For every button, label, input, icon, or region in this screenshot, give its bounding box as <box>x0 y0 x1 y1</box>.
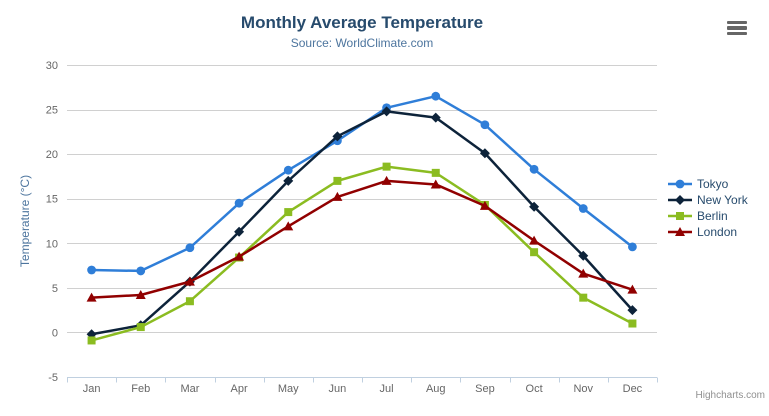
y-axis-tick-label: 10 <box>46 238 58 250</box>
legend-item-london[interactable]: London <box>668 224 748 240</box>
triangle-icon <box>675 227 685 236</box>
series-line-new-york <box>90 110 634 336</box>
data-point-berlin[interactable] <box>530 248 539 257</box>
y-axis-tick-label: 20 <box>46 149 58 161</box>
data-point-london[interactable] <box>578 268 589 278</box>
legend-item-berlin[interactable]: Berlin <box>668 208 748 224</box>
data-point-london[interactable] <box>135 289 146 299</box>
legend-label: New York <box>697 193 748 207</box>
data-point-tokyo[interactable] <box>87 265 96 275</box>
x-axis-tick-label: Apr <box>231 383 248 395</box>
data-point-tokyo[interactable] <box>578 204 588 213</box>
series-line-berlin <box>90 165 634 342</box>
data-point-tokyo[interactable] <box>185 243 195 253</box>
y-axis-tick-label: 0 <box>52 327 58 339</box>
x-axis-tick-label: May <box>278 383 299 395</box>
data-point-new-york[interactable] <box>627 305 638 316</box>
y-axis-tick-label: 15 <box>46 194 58 206</box>
y-axis-tick-label: 30 <box>46 60 58 72</box>
legend-symbol-diamond-icon <box>668 195 692 205</box>
data-point-london[interactable] <box>479 200 490 210</box>
data-point-new-york[interactable] <box>283 175 294 186</box>
context-menu-button[interactable] <box>727 19 749 37</box>
x-axis-tick-label: Aug <box>426 383 446 395</box>
chart-title: Monthly Average Temperature <box>240 13 484 32</box>
data-point-london[interactable] <box>381 175 392 185</box>
chart-subtitle: Source: WorldClimate.com <box>290 36 434 50</box>
hamburger-icon <box>727 31 747 35</box>
data-point-new-york[interactable] <box>430 112 441 123</box>
y-axis-tick-label: 25 <box>46 105 58 117</box>
legend-symbol-circle-icon <box>668 179 692 189</box>
data-point-tokyo[interactable] <box>628 242 637 252</box>
hamburger-icon <box>727 21 747 25</box>
x-axis-tick-label: Dec <box>623 383 643 395</box>
credits-link[interactable]: Highcharts.com <box>695 390 765 401</box>
data-point-new-york[interactable] <box>529 201 540 212</box>
data-point-london[interactable] <box>234 251 245 261</box>
data-point-new-york[interactable] <box>234 226 245 237</box>
data-point-berlin[interactable] <box>628 319 637 328</box>
data-point-london[interactable] <box>184 276 195 286</box>
data-point-tokyo[interactable] <box>431 91 441 101</box>
legend-symbol-triangle-icon <box>668 227 692 236</box>
legend-label: Tokyo <box>697 177 729 191</box>
hamburger-icon <box>727 26 747 30</box>
data-point-new-york[interactable] <box>381 106 392 117</box>
x-axis-tick-label: Feb <box>131 383 150 395</box>
data-point-tokyo[interactable] <box>283 165 293 175</box>
data-point-berlin[interactable] <box>87 336 96 345</box>
data-point-new-york[interactable] <box>479 148 490 159</box>
data-point-tokyo[interactable] <box>234 198 244 208</box>
legend-symbol-square-icon <box>668 212 692 220</box>
data-point-london[interactable] <box>529 235 540 245</box>
x-axis-tick-label: Jan <box>83 383 101 395</box>
data-point-new-york[interactable] <box>332 131 343 142</box>
data-point-new-york[interactable] <box>578 250 589 261</box>
data-point-london[interactable] <box>283 221 294 231</box>
data-point-tokyo[interactable] <box>136 266 146 276</box>
x-axis-tick-label: Jul <box>380 383 394 395</box>
data-point-berlin[interactable] <box>382 162 391 171</box>
y-axis-title: Temperature (°C) <box>18 174 32 268</box>
data-point-london[interactable] <box>430 179 441 189</box>
legend-item-tokyo[interactable]: Tokyo <box>668 176 748 192</box>
data-point-berlin[interactable] <box>136 323 145 332</box>
legend: Tokyo New York Berlin London <box>668 176 748 240</box>
data-point-london[interactable] <box>86 292 97 302</box>
data-point-berlin[interactable] <box>579 293 588 302</box>
legend-label: Berlin <box>697 209 728 223</box>
data-point-berlin[interactable] <box>284 208 293 217</box>
series-line-tokyo <box>90 94 634 273</box>
x-axis-tick-label: Nov <box>573 383 593 395</box>
diamond-icon <box>675 195 685 205</box>
legend-label: London <box>697 225 738 239</box>
x-axis-tick-label: Sep <box>475 383 495 395</box>
data-point-berlin[interactable] <box>431 168 440 177</box>
data-point-berlin[interactable] <box>333 176 342 185</box>
data-point-berlin[interactable] <box>185 297 194 306</box>
data-point-tokyo[interactable] <box>480 120 490 130</box>
data-point-london[interactable] <box>332 191 343 201</box>
y-axis-tick-label: 5 <box>52 283 58 295</box>
x-axis-tick-label: Mar <box>180 383 199 395</box>
square-icon <box>676 212 684 220</box>
series-line-london <box>90 179 634 299</box>
x-axis-tick-label: Oct <box>526 383 543 395</box>
data-point-tokyo[interactable] <box>529 164 539 174</box>
circle-icon <box>675 179 685 189</box>
y-axis-tick-label: -5 <box>48 372 58 384</box>
legend-item-new-york[interactable]: New York <box>668 192 748 208</box>
data-point-london[interactable] <box>627 284 638 294</box>
x-axis-tick-label: Jun <box>329 383 347 395</box>
